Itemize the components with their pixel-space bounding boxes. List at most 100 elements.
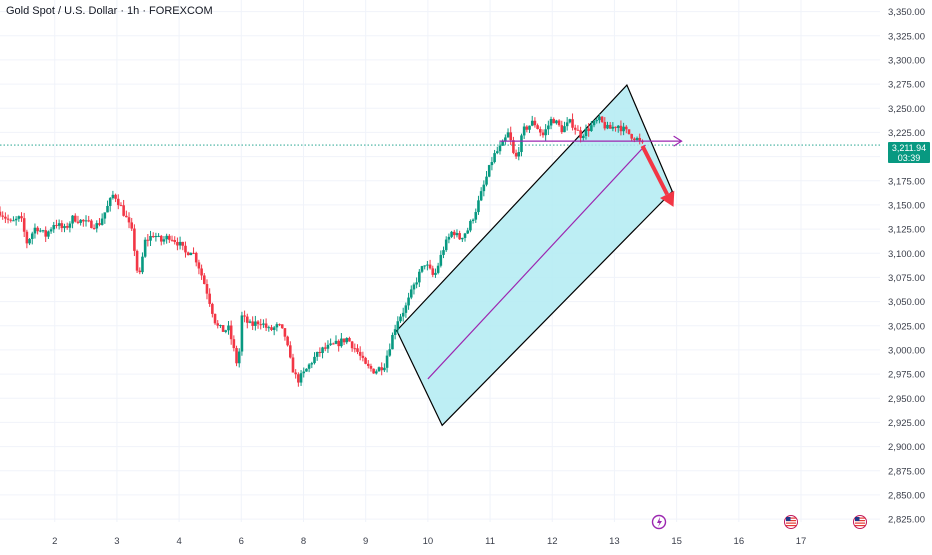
candle-body <box>119 205 123 207</box>
date-tick-label: 3 <box>114 536 119 547</box>
candle-body <box>299 373 303 383</box>
candle-body <box>12 220 15 222</box>
candle-body <box>100 218 104 225</box>
price-tick-label: 3,250.00 <box>888 104 925 115</box>
candle-body <box>248 321 252 323</box>
candle-body <box>353 348 357 350</box>
candle-body <box>1 215 4 217</box>
candle-body <box>321 347 324 354</box>
price-badge: 3,211.94 03:39 <box>888 142 930 163</box>
candle-body <box>528 125 531 130</box>
candle-body <box>36 227 39 232</box>
time-axis[interactable]: 2 3 4 6 8 9 10 11 12 13 15 16 17 <box>52 536 806 547</box>
candle-body <box>168 235 171 240</box>
candle-body <box>202 275 206 285</box>
candle-body <box>25 231 29 244</box>
price-tick-label: 3,100.00 <box>888 249 925 260</box>
candle-body <box>20 216 23 219</box>
candle-body <box>0 211 2 216</box>
candle-body <box>638 137 642 141</box>
candle-body <box>57 223 61 226</box>
candle-body <box>87 220 91 222</box>
channel-drawing[interactable] <box>396 83 673 427</box>
date-tick-label: 13 <box>609 536 620 547</box>
candle-body <box>391 334 394 350</box>
candle-body <box>493 153 496 163</box>
candle-body <box>310 363 314 365</box>
candle-body <box>369 365 373 369</box>
candle-body <box>444 239 448 251</box>
price-tick-label: 3,275.00 <box>888 80 925 91</box>
candle-body <box>420 266 424 272</box>
price-axis[interactable]: 3,350.00 3,325.00 3,300.00 3,275.00 3,250.00… <box>888 7 925 526</box>
candle-body <box>501 141 504 146</box>
candle-body <box>33 227 37 234</box>
candle-body <box>9 219 13 221</box>
candle-body <box>262 323 265 325</box>
candle-body <box>541 132 545 136</box>
date-tick-label: 2 <box>52 536 57 547</box>
date-tick-label: 10 <box>423 536 434 547</box>
candle-body <box>372 368 375 374</box>
candle-body <box>82 219 85 222</box>
chart-title: Gold Spot / U.S. Dollar · 1h · FOREXCOM <box>6 5 213 17</box>
candle-body <box>184 245 187 253</box>
candle-body <box>485 176 488 185</box>
price-tick-label: 3,350.00 <box>888 7 925 18</box>
candle-body <box>471 219 475 222</box>
candle-body <box>216 323 220 326</box>
candle-body <box>495 151 499 154</box>
candle-body <box>17 216 21 219</box>
candle-body <box>278 324 281 326</box>
ray-arrowhead <box>673 135 683 147</box>
candle-body <box>229 325 233 340</box>
candle-body <box>348 338 351 342</box>
candle-body <box>114 194 117 199</box>
candle-body <box>208 293 211 304</box>
candle-body <box>79 219 82 223</box>
candle-body <box>127 217 131 223</box>
candle-body <box>122 205 125 216</box>
candle-body <box>380 367 383 371</box>
price-tick-label: 3,225.00 <box>888 128 925 139</box>
candle-body <box>286 336 289 346</box>
candle-body <box>452 231 456 236</box>
candle-body <box>138 270 142 273</box>
candle-body <box>442 250 445 255</box>
candle-body <box>149 235 152 241</box>
us-flag-icon <box>853 515 867 529</box>
candle-body <box>377 367 381 372</box>
price-tick-label: 3,075.00 <box>888 273 925 284</box>
candle-body <box>469 221 472 231</box>
candle-body <box>482 184 486 192</box>
candle-body <box>267 327 271 329</box>
price-tick-label: 3,175.00 <box>888 176 925 187</box>
candle-body <box>332 343 335 345</box>
candle-body <box>619 125 623 132</box>
candle-body <box>530 120 534 126</box>
candle-body <box>600 116 604 122</box>
candle-body <box>297 374 300 383</box>
line-drawings[interactable] <box>427 135 683 380</box>
candle-body <box>197 262 201 269</box>
candle-body <box>512 140 515 153</box>
candle-body <box>159 235 163 242</box>
candle-body <box>334 340 338 344</box>
candle-body <box>133 228 136 251</box>
down-arrow-head <box>660 190 675 207</box>
candle-body <box>434 272 437 275</box>
candle-body <box>28 238 31 244</box>
candle-body <box>544 129 547 136</box>
candle-body <box>557 120 561 126</box>
lightning-event-icon <box>651 514 667 530</box>
candle-body <box>568 119 572 123</box>
candle-body <box>463 233 467 238</box>
candle-body <box>313 356 316 364</box>
date-tick-label: 17 <box>796 536 807 547</box>
candle-body <box>533 120 537 126</box>
candle-body <box>407 297 410 306</box>
candle-body <box>509 132 513 141</box>
candle-body <box>375 371 378 374</box>
